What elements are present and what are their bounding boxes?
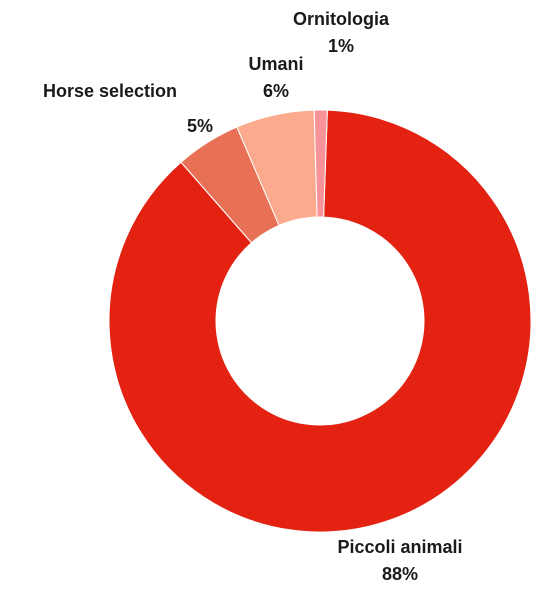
label-ornitologia: Ornitologia <box>293 9 390 29</box>
value-label-ornitologia: 1% <box>328 36 354 56</box>
label-horse-selection: Horse selection <box>43 81 177 101</box>
label-piccoli-animali: Piccoli animali <box>337 537 462 557</box>
value-label-piccoli-animali: 88% <box>382 564 418 584</box>
slice-ornitologia <box>313 109 328 218</box>
label-umani: Umani <box>248 54 303 74</box>
value-label-horse-selection: 5% <box>187 116 213 136</box>
value-label-umani: 6% <box>263 81 289 101</box>
slice-piccoli-animali <box>108 109 532 533</box>
